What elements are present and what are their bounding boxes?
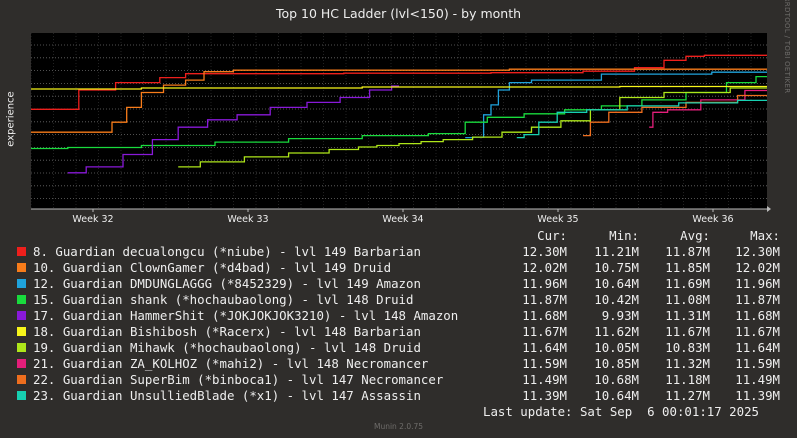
legend-value-cur: 11.49M: [522, 372, 567, 387]
legend-header-cur: Cur:: [537, 228, 567, 243]
legend-value-avg: 11.18M: [665, 372, 710, 387]
legend-item: 15. Guardian shank (*hochaubaolong) - lv…: [0, 292, 797, 308]
legend-swatch: [17, 375, 26, 384]
legend-swatch: [17, 311, 26, 320]
legend-value-cur: 11.96M: [522, 276, 567, 291]
legend-label: 18. Guardian Bishibosh (*Racerx) - lvl 1…: [33, 324, 421, 339]
legend-value-min: 10.64M: [594, 388, 639, 403]
legend-value-min: 9.93M: [601, 308, 639, 323]
legend-swatch: [17, 247, 26, 256]
legend-item: 22. Guardian SuperBim (*binboca1) - lvl …: [0, 372, 797, 388]
legend-header-min: Min:: [609, 228, 639, 243]
x-axis-arrow: [767, 206, 771, 212]
legend-value-max: 11.67M: [735, 324, 780, 339]
legend-header-avg: Avg:: [680, 228, 710, 243]
legend-value-avg: 11.08M: [665, 292, 710, 307]
legend-swatch: [17, 359, 26, 368]
legend-swatch: [17, 391, 26, 400]
legend-label: 23. Guardian UnsulliedBlade (*x1) - lvl …: [33, 388, 421, 403]
legend-label: 22. Guardian SuperBim (*binboca1) - lvl …: [33, 372, 444, 387]
legend-value-cur: 11.67M: [522, 324, 567, 339]
legend-item: 21. Guardian ZA_KOLHOZ (*mahi2) - lvl 14…: [0, 356, 797, 372]
legend-header-max: Max:: [750, 228, 780, 243]
legend-item: 17. Guardian HammerShit (*JOKJOKJOK3210)…: [0, 308, 797, 324]
legend-label: 8. Guardian decualongcu (*niube) - lvl 1…: [33, 244, 421, 259]
legend-value-avg: 11.85M: [665, 260, 710, 275]
legend-item: 18. Guardian Bishibosh (*Racerx) - lvl 1…: [0, 324, 797, 340]
last-update: Last update: Sat Sep 6 00:01:17 2025: [483, 404, 760, 419]
legend-value-max: 11.87M: [735, 292, 780, 307]
legend-value-cur: 11.87M: [522, 292, 567, 307]
legend-value-max: 11.49M: [735, 372, 780, 387]
series-line-2: [31, 68, 767, 133]
legend-value-max: 11.96M: [735, 276, 780, 291]
legend-label: 10. Guardian ClownGamer (*d4bad) - lvl 1…: [33, 260, 392, 275]
legend-item: 10. Guardian ClownGamer (*d4bad) - lvl 1…: [0, 260, 797, 276]
legend-value-max: 11.68M: [735, 308, 780, 323]
legend-label: 17. Guardian HammerShit (*JOKJOKJOK3210)…: [33, 308, 459, 323]
legend-item: 8. Guardian decualongcu (*niube) - lvl 1…: [0, 244, 797, 260]
legend-value-avg: 11.32M: [665, 356, 710, 371]
series-line-4: [31, 75, 767, 150]
x-tick-label: Week 33: [227, 214, 268, 225]
legend-value-min: 11.21M: [594, 244, 639, 259]
legend-value-max: 12.30M: [735, 244, 780, 259]
legend-value-cur: 11.39M: [522, 388, 567, 403]
legend-value-cur: 11.64M: [522, 340, 567, 355]
legend-value-max: 12.02M: [735, 260, 780, 275]
x-tick-label: Week 34: [382, 214, 423, 225]
legend-value-min: 10.64M: [594, 276, 639, 291]
legend-label: 21. Guardian ZA_KOLHOZ (*mahi2) - lvl 14…: [33, 356, 429, 371]
legend-swatch: [17, 343, 26, 352]
legend-value-avg: 11.69M: [665, 276, 710, 291]
x-tick-label: Week 32: [72, 214, 113, 225]
legend-label: 15. Guardian shank (*hochaubaolong) - lv…: [33, 292, 414, 307]
legend-value-avg: 11.27M: [665, 388, 710, 403]
legend-value-avg: 11.67M: [665, 324, 710, 339]
legend-item: 19. Guardian Mihawk (*hochaubaolong) - l…: [0, 340, 797, 356]
legend-item: 12. Guardian DMDUNGLAGGG (*8452329) - lv…: [0, 276, 797, 292]
legend-value-max: 11.39M: [735, 388, 780, 403]
series-lines: [31, 54, 767, 174]
legend-value-cur: 12.02M: [522, 260, 567, 275]
legend-value-cur: 11.59M: [522, 356, 567, 371]
legend-value-max: 11.59M: [735, 356, 780, 371]
legend-value-min: 10.42M: [594, 292, 639, 307]
x-tick-label: Week 36: [692, 214, 733, 225]
legend-value-cur: 12.30M: [522, 244, 567, 259]
legend-value-min: 10.68M: [594, 372, 639, 387]
legend-swatch: [17, 295, 26, 304]
munin-version: Munin 2.0.75: [373, 422, 424, 431]
series-line-1: [31, 54, 767, 110]
legend-value-cur: 11.68M: [522, 308, 567, 323]
legend-value-avg: 11.87M: [665, 244, 710, 259]
legend-value-min: 10.75M: [594, 260, 639, 275]
legend-value-max: 11.64M: [735, 340, 780, 355]
legend-value-avg: 10.83M: [665, 340, 710, 355]
legend-value-min: 10.85M: [594, 356, 639, 371]
legend-swatch: [17, 327, 26, 336]
x-axis: Week 32 Week 33 Week 34 Week 35 Week 36: [31, 206, 771, 225]
legend-label: 19. Guardian Mihawk (*hochaubaolong) - l…: [33, 340, 421, 355]
series-line-6: [31, 85, 767, 90]
legend-value-avg: 11.31M: [665, 308, 710, 323]
legend-item: 23. Guardian UnsulliedBlade (*x1) - lvl …: [0, 388, 797, 404]
legend-value-min: 11.62M: [594, 324, 639, 339]
legend-swatch: [17, 279, 26, 288]
legend-swatch: [17, 263, 26, 272]
legend-value-min: 10.05M: [594, 340, 639, 355]
series-line-5: [67, 85, 399, 174]
chart-title: Top 10 HC Ladder (lvl<150) - by month: [275, 6, 522, 21]
legend-label: 12. Guardian DMDUNGLAGGG (*8452329) - lv…: [33, 276, 421, 291]
plot-area: [31, 33, 767, 209]
series-line-10: [516, 99, 767, 139]
x-tick-label: Week 35: [537, 214, 578, 225]
